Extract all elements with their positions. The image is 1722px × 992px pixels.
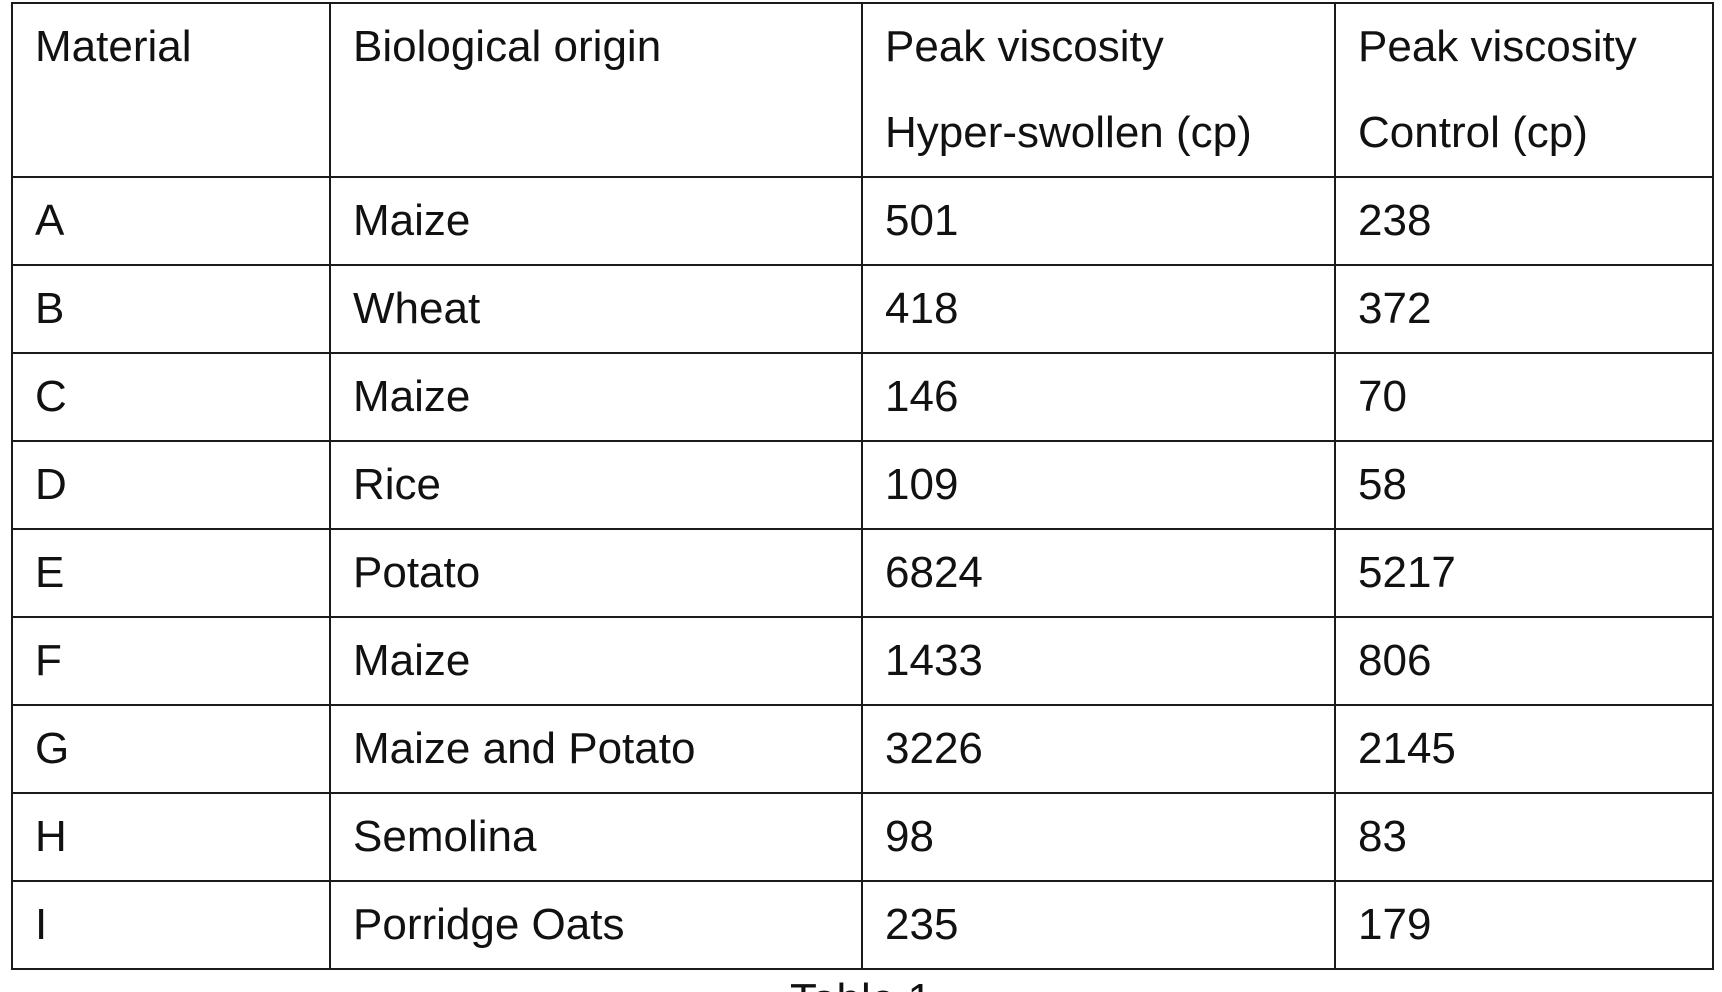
header-row: Material Biological origin Peak viscosit… <box>12 3 1713 177</box>
table-body: A Maize 501 238 B Wheat 418 372 C Maize … <box>12 177 1713 969</box>
cell-origin: Porridge Oats <box>330 881 862 969</box>
cell-hyper: 6824 <box>862 529 1335 617</box>
cell-hyper: 235 <box>862 881 1335 969</box>
header-hyper-line2: Hyper-swollen (cp) <box>885 90 1312 176</box>
header-material-label: Material <box>35 4 307 90</box>
cell-material: C <box>12 353 330 441</box>
cell-material: E <box>12 529 330 617</box>
header-material: Material <box>12 3 330 177</box>
table-row: H Semolina 98 83 <box>12 793 1713 881</box>
cell-hyper: 501 <box>862 177 1335 265</box>
header-peak-viscosity-control: Peak viscosity Control (cp) <box>1335 3 1713 177</box>
table-row: G Maize and Potato 3226 2145 <box>12 705 1713 793</box>
cell-control: 179 <box>1335 881 1713 969</box>
table-row: E Potato 6824 5217 <box>12 529 1713 617</box>
cell-control: 58 <box>1335 441 1713 529</box>
cell-origin: Rice <box>330 441 862 529</box>
cell-control: 83 <box>1335 793 1713 881</box>
cell-material: A <box>12 177 330 265</box>
table-row: D Rice 109 58 <box>12 441 1713 529</box>
cell-hyper: 98 <box>862 793 1335 881</box>
table-caption: Table 1 <box>0 975 1722 992</box>
cell-origin: Potato <box>330 529 862 617</box>
cell-origin: Maize <box>330 353 862 441</box>
cell-material: G <box>12 705 330 793</box>
header-control-line1: Peak viscosity <box>1358 4 1690 90</box>
cell-material: B <box>12 265 330 353</box>
header-origin-label: Biological origin <box>353 4 839 90</box>
header-control-line2: Control (cp) <box>1358 90 1690 176</box>
cell-origin: Wheat <box>330 265 862 353</box>
cell-origin: Maize <box>330 177 862 265</box>
cell-material: D <box>12 441 330 529</box>
cell-material: F <box>12 617 330 705</box>
cell-hyper: 418 <box>862 265 1335 353</box>
cell-origin: Semolina <box>330 793 862 881</box>
cell-origin: Maize and Potato <box>330 705 862 793</box>
header-peak-viscosity-hyper: Peak viscosity Hyper-swollen (cp) <box>862 3 1335 177</box>
table-row: C Maize 146 70 <box>12 353 1713 441</box>
header-hyper-line1: Peak viscosity <box>885 4 1312 90</box>
table-row: F Maize 1433 806 <box>12 617 1713 705</box>
cell-control: 372 <box>1335 265 1713 353</box>
cell-control: 806 <box>1335 617 1713 705</box>
cell-hyper: 109 <box>862 441 1335 529</box>
cell-control: 5217 <box>1335 529 1713 617</box>
cell-material: H <box>12 793 330 881</box>
cell-hyper: 3226 <box>862 705 1335 793</box>
cell-control: 2145 <box>1335 705 1713 793</box>
cell-hyper: 1433 <box>862 617 1335 705</box>
header-biological-origin: Biological origin <box>330 3 862 177</box>
cell-hyper: 146 <box>862 353 1335 441</box>
table-row: A Maize 501 238 <box>12 177 1713 265</box>
table-row: I Porridge Oats 235 179 <box>12 881 1713 969</box>
cell-origin: Maize <box>330 617 862 705</box>
table-row: B Wheat 418 372 <box>12 265 1713 353</box>
cell-control: 70 <box>1335 353 1713 441</box>
table-header: Material Biological origin Peak viscosit… <box>12 3 1713 177</box>
viscosity-table: Material Biological origin Peak viscosit… <box>11 2 1714 970</box>
cell-control: 238 <box>1335 177 1713 265</box>
cell-material: I <box>12 881 330 969</box>
